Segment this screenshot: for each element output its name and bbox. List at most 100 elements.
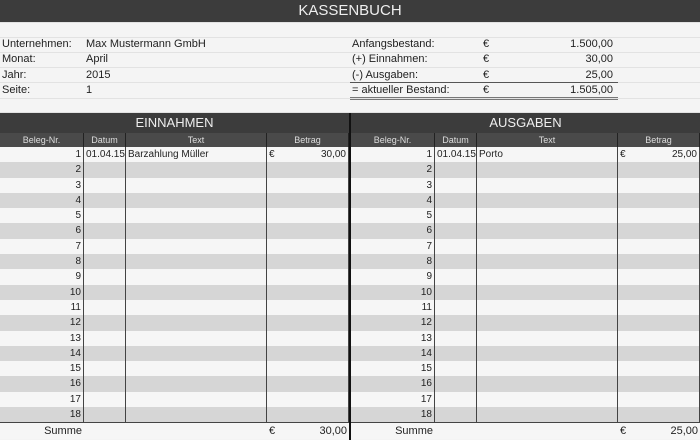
datum-cell[interactable] — [435, 284, 477, 300]
datum-cell[interactable] — [435, 269, 477, 285]
betrag-cell[interactable] — [267, 269, 349, 285]
beleg-nr-cell[interactable]: 17 — [0, 391, 84, 408]
betrag-cell[interactable] — [618, 269, 700, 285]
datum-cell[interactable] — [84, 177, 126, 193]
beleg-nr-cell[interactable]: 9 — [351, 269, 435, 285]
betrag-cell[interactable] — [267, 192, 349, 209]
beleg-nr-cell[interactable]: 12 — [0, 315, 84, 331]
betrag-cell[interactable] — [267, 361, 349, 377]
beleg-nr-cell[interactable]: 10 — [0, 284, 84, 300]
text-cell[interactable] — [477, 376, 618, 392]
datum-cell[interactable] — [84, 345, 126, 362]
betrag-cell[interactable] — [618, 254, 700, 270]
betrag-cell[interactable] — [267, 238, 349, 255]
betrag-cell[interactable] — [267, 376, 349, 392]
datum-cell[interactable] — [435, 177, 477, 193]
beleg-nr-cell[interactable]: 12 — [351, 315, 435, 331]
text-cell[interactable] — [126, 345, 267, 362]
betrag-cell[interactable] — [267, 177, 349, 193]
datum-cell[interactable] — [84, 238, 126, 255]
text-cell[interactable] — [126, 284, 267, 300]
text-cell[interactable] — [126, 254, 267, 270]
datum-cell[interactable] — [435, 299, 477, 316]
betrag-cell[interactable] — [267, 223, 349, 239]
datum-cell[interactable] — [84, 284, 126, 300]
datum-cell[interactable] — [84, 269, 126, 285]
info-value[interactable]: 2015 — [86, 68, 111, 81]
beleg-nr-cell[interactable]: 18 — [351, 407, 435, 423]
info-value[interactable]: 1 — [86, 83, 93, 96]
beleg-nr-cell[interactable]: 11 — [351, 299, 435, 316]
datum-cell[interactable] — [84, 299, 126, 316]
beleg-nr-cell[interactable]: 4 — [0, 192, 84, 209]
beleg-nr-cell[interactable]: 6 — [351, 223, 435, 239]
text-cell[interactable] — [477, 192, 618, 209]
datum-cell[interactable]: 01.04.15 — [435, 147, 477, 163]
betrag-cell[interactable] — [267, 254, 349, 270]
datum-cell[interactable] — [435, 330, 477, 346]
beleg-nr-cell[interactable]: 1 — [351, 147, 435, 163]
beleg-nr-cell[interactable]: 15 — [0, 361, 84, 377]
datum-cell[interactable] — [84, 223, 126, 239]
beleg-nr-cell[interactable]: 15 — [351, 361, 435, 377]
text-cell[interactable] — [477, 208, 618, 224]
beleg-nr-cell[interactable]: 13 — [351, 330, 435, 346]
beleg-nr-cell[interactable]: 16 — [0, 376, 84, 392]
betrag-cell[interactable] — [618, 345, 700, 362]
datum-cell[interactable] — [435, 391, 477, 408]
datum-cell[interactable] — [435, 407, 477, 423]
betrag-cell[interactable] — [618, 177, 700, 193]
beleg-nr-cell[interactable]: 10 — [351, 284, 435, 300]
text-cell[interactable] — [126, 192, 267, 209]
betrag-cell[interactable] — [618, 238, 700, 255]
datum-cell[interactable] — [84, 254, 126, 270]
text-cell[interactable] — [477, 299, 618, 316]
betrag-cell[interactable] — [618, 162, 700, 178]
text-cell[interactable] — [126, 315, 267, 331]
text-cell[interactable] — [477, 238, 618, 255]
beleg-nr-cell[interactable]: 2 — [0, 162, 84, 178]
text-cell[interactable] — [477, 315, 618, 331]
betrag-cell[interactable] — [618, 284, 700, 300]
betrag-cell[interactable] — [267, 330, 349, 346]
beleg-nr-cell[interactable]: 3 — [351, 177, 435, 193]
beleg-nr-cell[interactable]: 9 — [0, 269, 84, 285]
betrag-cell[interactable] — [618, 299, 700, 316]
text-cell[interactable] — [126, 376, 267, 392]
beleg-nr-cell[interactable]: 6 — [0, 223, 84, 239]
text-cell[interactable] — [126, 330, 267, 346]
datum-cell[interactable] — [84, 162, 126, 178]
beleg-nr-cell[interactable]: 8 — [351, 254, 435, 270]
datum-cell[interactable] — [435, 192, 477, 209]
text-cell[interactable] — [477, 177, 618, 193]
betrag-cell[interactable] — [618, 315, 700, 331]
summary-value[interactable]: 1.500,00 — [570, 38, 613, 50]
betrag-cell[interactable] — [267, 391, 349, 408]
text-cell[interactable] — [126, 238, 267, 255]
beleg-nr-cell[interactable]: 14 — [351, 345, 435, 362]
text-cell[interactable] — [477, 269, 618, 285]
beleg-nr-cell[interactable]: 14 — [0, 345, 84, 362]
datum-cell[interactable] — [84, 407, 126, 423]
datum-cell[interactable] — [84, 208, 126, 224]
betrag-cell[interactable] — [267, 345, 349, 362]
datum-cell[interactable] — [435, 361, 477, 377]
beleg-nr-cell[interactable]: 17 — [351, 391, 435, 408]
beleg-nr-cell[interactable]: 18 — [0, 407, 84, 423]
betrag-cell[interactable] — [267, 407, 349, 423]
betrag-cell[interactable] — [267, 208, 349, 224]
beleg-nr-cell[interactable]: 5 — [351, 208, 435, 224]
text-cell[interactable] — [126, 361, 267, 377]
beleg-nr-cell[interactable]: 11 — [0, 299, 84, 316]
text-cell[interactable] — [126, 391, 267, 408]
text-cell[interactable] — [126, 162, 267, 178]
beleg-nr-cell[interactable]: 16 — [351, 376, 435, 392]
text-cell[interactable] — [477, 330, 618, 346]
beleg-nr-cell[interactable]: 1 — [0, 147, 84, 163]
text-cell[interactable] — [477, 407, 618, 423]
text-cell[interactable]: Barzahlung Müller — [126, 147, 267, 163]
betrag-cell[interactable] — [618, 361, 700, 377]
text-cell[interactable] — [126, 177, 267, 193]
datum-cell[interactable] — [435, 162, 477, 178]
text-cell[interactable]: Porto — [477, 147, 618, 163]
